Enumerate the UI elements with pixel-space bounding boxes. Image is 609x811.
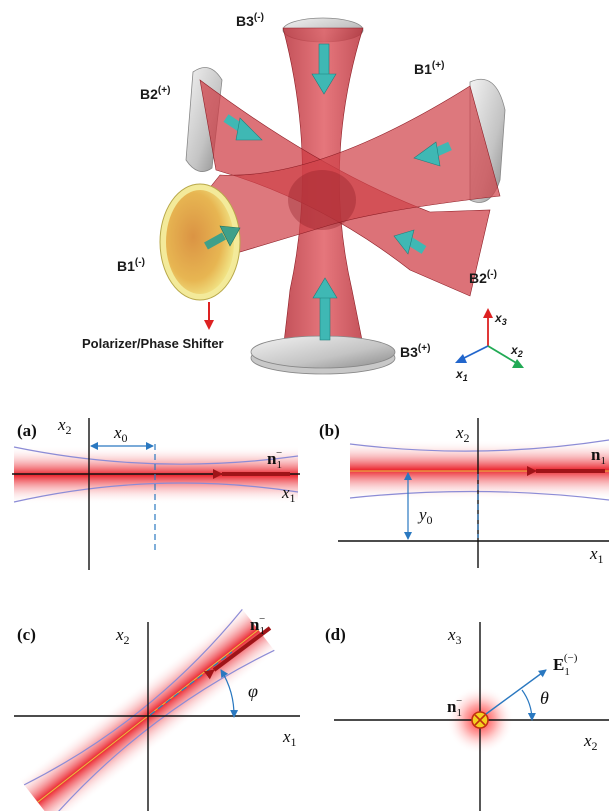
panel-b: (b) x2 x1 y0 n1	[319, 418, 609, 568]
panel-a-y-axis-label: x2	[57, 415, 72, 437]
panel-c-y-axis-label: x2	[115, 625, 130, 647]
arrow-b1-plus	[413, 141, 452, 167]
triad-x1-label: x1	[455, 367, 468, 383]
panel-b-upper-envelope	[349, 439, 609, 452]
triad-x2-label: x2	[510, 343, 523, 359]
polarizer-label: Polarizer/Phase Shifter	[82, 336, 224, 351]
panel-b-tag: (b)	[319, 421, 340, 440]
arrow-b2-plus	[223, 114, 263, 141]
label-b3-minus: B3(-)	[236, 12, 264, 29]
label-b1-minus: B1(-)	[117, 257, 145, 274]
panel-d-y-axis-label: x3	[447, 625, 462, 647]
panel-d: (d) x3 x2 θ n1− E1(−)	[325, 622, 609, 811]
panel-c-dashed-ray	[149, 651, 233, 716]
panel-d-angle-label: θ	[540, 688, 549, 708]
coordinate-triad: x3 x2 x1	[455, 308, 524, 383]
panel-d-tag: (d)	[325, 625, 346, 644]
panel-a: (a) x2 x1 x0 n1−	[12, 415, 300, 570]
polarizer-disk	[159, 183, 241, 301]
mirror-b3-plus-bottom	[250, 335, 396, 375]
panel-a-upper-envelope	[13, 446, 299, 465]
panel-c-vector-label: n1−	[250, 613, 265, 637]
triad-x3-label: x3	[494, 311, 507, 327]
panel-c-tag: (c)	[17, 625, 36, 644]
panel-a-vector-label: n1−	[267, 447, 282, 471]
panel-c-x-axis-label: x1	[282, 727, 297, 749]
panel-b-lower-envelope	[349, 490, 609, 501]
panel-c-lower-envelope	[50, 649, 275, 811]
panel-a-x-axis-label: x1	[281, 483, 296, 505]
panel-d-field-arrow	[485, 669, 547, 715]
panel-b-y-axis-label: x2	[455, 423, 470, 445]
label-b2-minus: B2(-)	[469, 269, 497, 286]
panel-a-lower-envelope	[13, 482, 299, 503]
panel-c-angle-arc	[220, 669, 239, 718]
panel-d-vector-label: n1−	[447, 695, 462, 719]
panel-d-angle-arc	[521, 689, 536, 721]
arrow-b2-minus	[393, 229, 427, 255]
panel-c-angle-label: φ	[248, 681, 258, 701]
beam-setup-illustration: B3(-) B1(+) B2(+) B1(-) B2(-) B3(+) Pola…	[82, 12, 524, 383]
arrow-b3-minus	[311, 43, 337, 95]
panel-b-vector-label: n1	[591, 445, 606, 467]
into-page-symbol	[471, 711, 489, 729]
panel-b-offset-label: y0	[417, 505, 433, 527]
label-b1-plus: B1(+)	[414, 60, 444, 77]
panel-d-x-axis-label: x2	[583, 731, 598, 753]
arrow-b1-minus	[204, 225, 241, 250]
label-b3-plus: B3(+)	[400, 343, 430, 360]
panel-a-tag: (a)	[17, 421, 37, 440]
panel-c-upper-envelope	[23, 608, 243, 786]
panel-d-field-label: E1(−)	[553, 652, 578, 678]
panel-c: (c) x2 x1 φ n1−	[14, 606, 300, 811]
panel-c-n-arrow	[203, 626, 272, 680]
panel-a-offset-label: x0	[113, 423, 128, 445]
label-b2-plus: B2(+)	[140, 85, 170, 102]
arrow-b3-plus	[312, 277, 338, 341]
panel-b-x-axis-label: x1	[589, 544, 604, 566]
